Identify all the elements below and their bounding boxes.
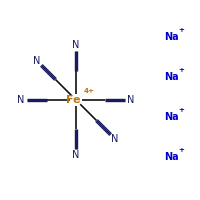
Text: N: N [72,150,80,160]
Text: +: + [178,107,184,113]
Text: N: N [17,95,25,105]
Text: N: N [111,134,119,144]
Text: N: N [127,95,135,105]
Text: N: N [33,56,41,66]
Text: +: + [178,27,184,33]
Text: Fe: Fe [66,95,81,105]
Text: Na: Na [164,112,179,122]
Text: +: + [178,147,184,153]
Text: Na: Na [164,152,179,162]
Text: N: N [72,40,80,50]
Text: Na: Na [164,32,179,42]
Text: 4+: 4+ [84,88,94,94]
Text: Na: Na [164,72,179,82]
Text: +: + [178,67,184,73]
